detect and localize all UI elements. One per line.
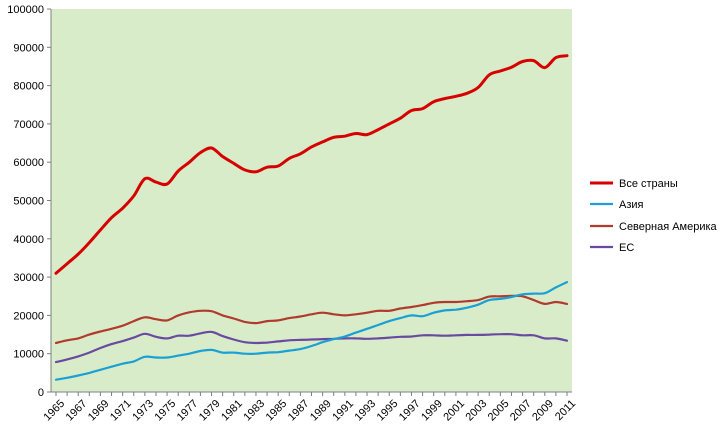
x-tick-label: 1993 xyxy=(352,398,378,424)
legend-label-all-countries: Все страны xyxy=(619,178,678,190)
x-tick-label: 2005 xyxy=(486,398,512,424)
x-tick-label: 1965 xyxy=(41,398,67,424)
y-tick-label: 70000 xyxy=(13,119,44,131)
x-tick-label: 1983 xyxy=(241,398,267,424)
legend-label-north-america: Северная Америка xyxy=(619,221,718,233)
legend: Все страны Азия Северная Америка ЕС xyxy=(590,178,718,254)
series-lines xyxy=(54,54,569,381)
x-tick-label: 2011 xyxy=(553,398,578,423)
x-tick-label: 1985 xyxy=(264,398,290,424)
y-tick-label: 10000 xyxy=(13,349,44,361)
x-tick-label: 1979 xyxy=(197,398,223,424)
y-tick-label: 40000 xyxy=(13,234,44,246)
y-tick-label: 60000 xyxy=(13,157,44,169)
x-tick-label: 1975 xyxy=(153,398,179,424)
series-line-all-countries xyxy=(54,54,569,275)
y-tick-label: 30000 xyxy=(13,272,44,284)
x-tick-label: 1999 xyxy=(419,398,445,424)
series-line-eu xyxy=(54,330,569,364)
x-tick-label: 1971 xyxy=(108,398,134,424)
y-tick-label: 20000 xyxy=(13,310,44,322)
x-tick-label: 1977 xyxy=(175,398,201,424)
y-tick-label: 80000 xyxy=(13,81,44,93)
series-line-asia xyxy=(54,281,569,381)
y-tick-label: 100000 xyxy=(7,4,44,16)
x-tick-label: 1995 xyxy=(375,398,401,424)
plot-area xyxy=(51,9,572,392)
legend-label-asia: Азия xyxy=(619,199,644,211)
x-tick-label: 1989 xyxy=(308,398,334,424)
y-axis-ticks: 0 10000 20000 30000 40000 50000 60000 70000 8000… xyxy=(7,4,51,399)
x-axis-ticks: 1965196719691971197319751977197919811983… xyxy=(41,392,578,424)
legend-label-eu: ЕС xyxy=(619,242,634,254)
x-tick-label: 1973 xyxy=(130,398,156,424)
series-line-north-america xyxy=(54,294,569,345)
x-tick-label: 1987 xyxy=(286,398,312,424)
x-tick-label: 1969 xyxy=(86,398,112,424)
y-tick-label: 90000 xyxy=(13,42,44,54)
x-tick-label: 1991 xyxy=(330,398,356,424)
x-tick-label: 1967 xyxy=(64,398,90,424)
y-tick-label: 0 xyxy=(38,387,44,399)
x-tick-label: 2009 xyxy=(530,398,556,424)
x-tick-label: 2007 xyxy=(508,398,534,424)
x-tick-label: 2003 xyxy=(464,398,490,424)
x-tick-label: 1981 xyxy=(219,398,245,424)
y-tick-label: 50000 xyxy=(13,196,44,208)
x-tick-label: 2001 xyxy=(441,398,467,424)
x-tick-label: 1997 xyxy=(397,398,423,424)
